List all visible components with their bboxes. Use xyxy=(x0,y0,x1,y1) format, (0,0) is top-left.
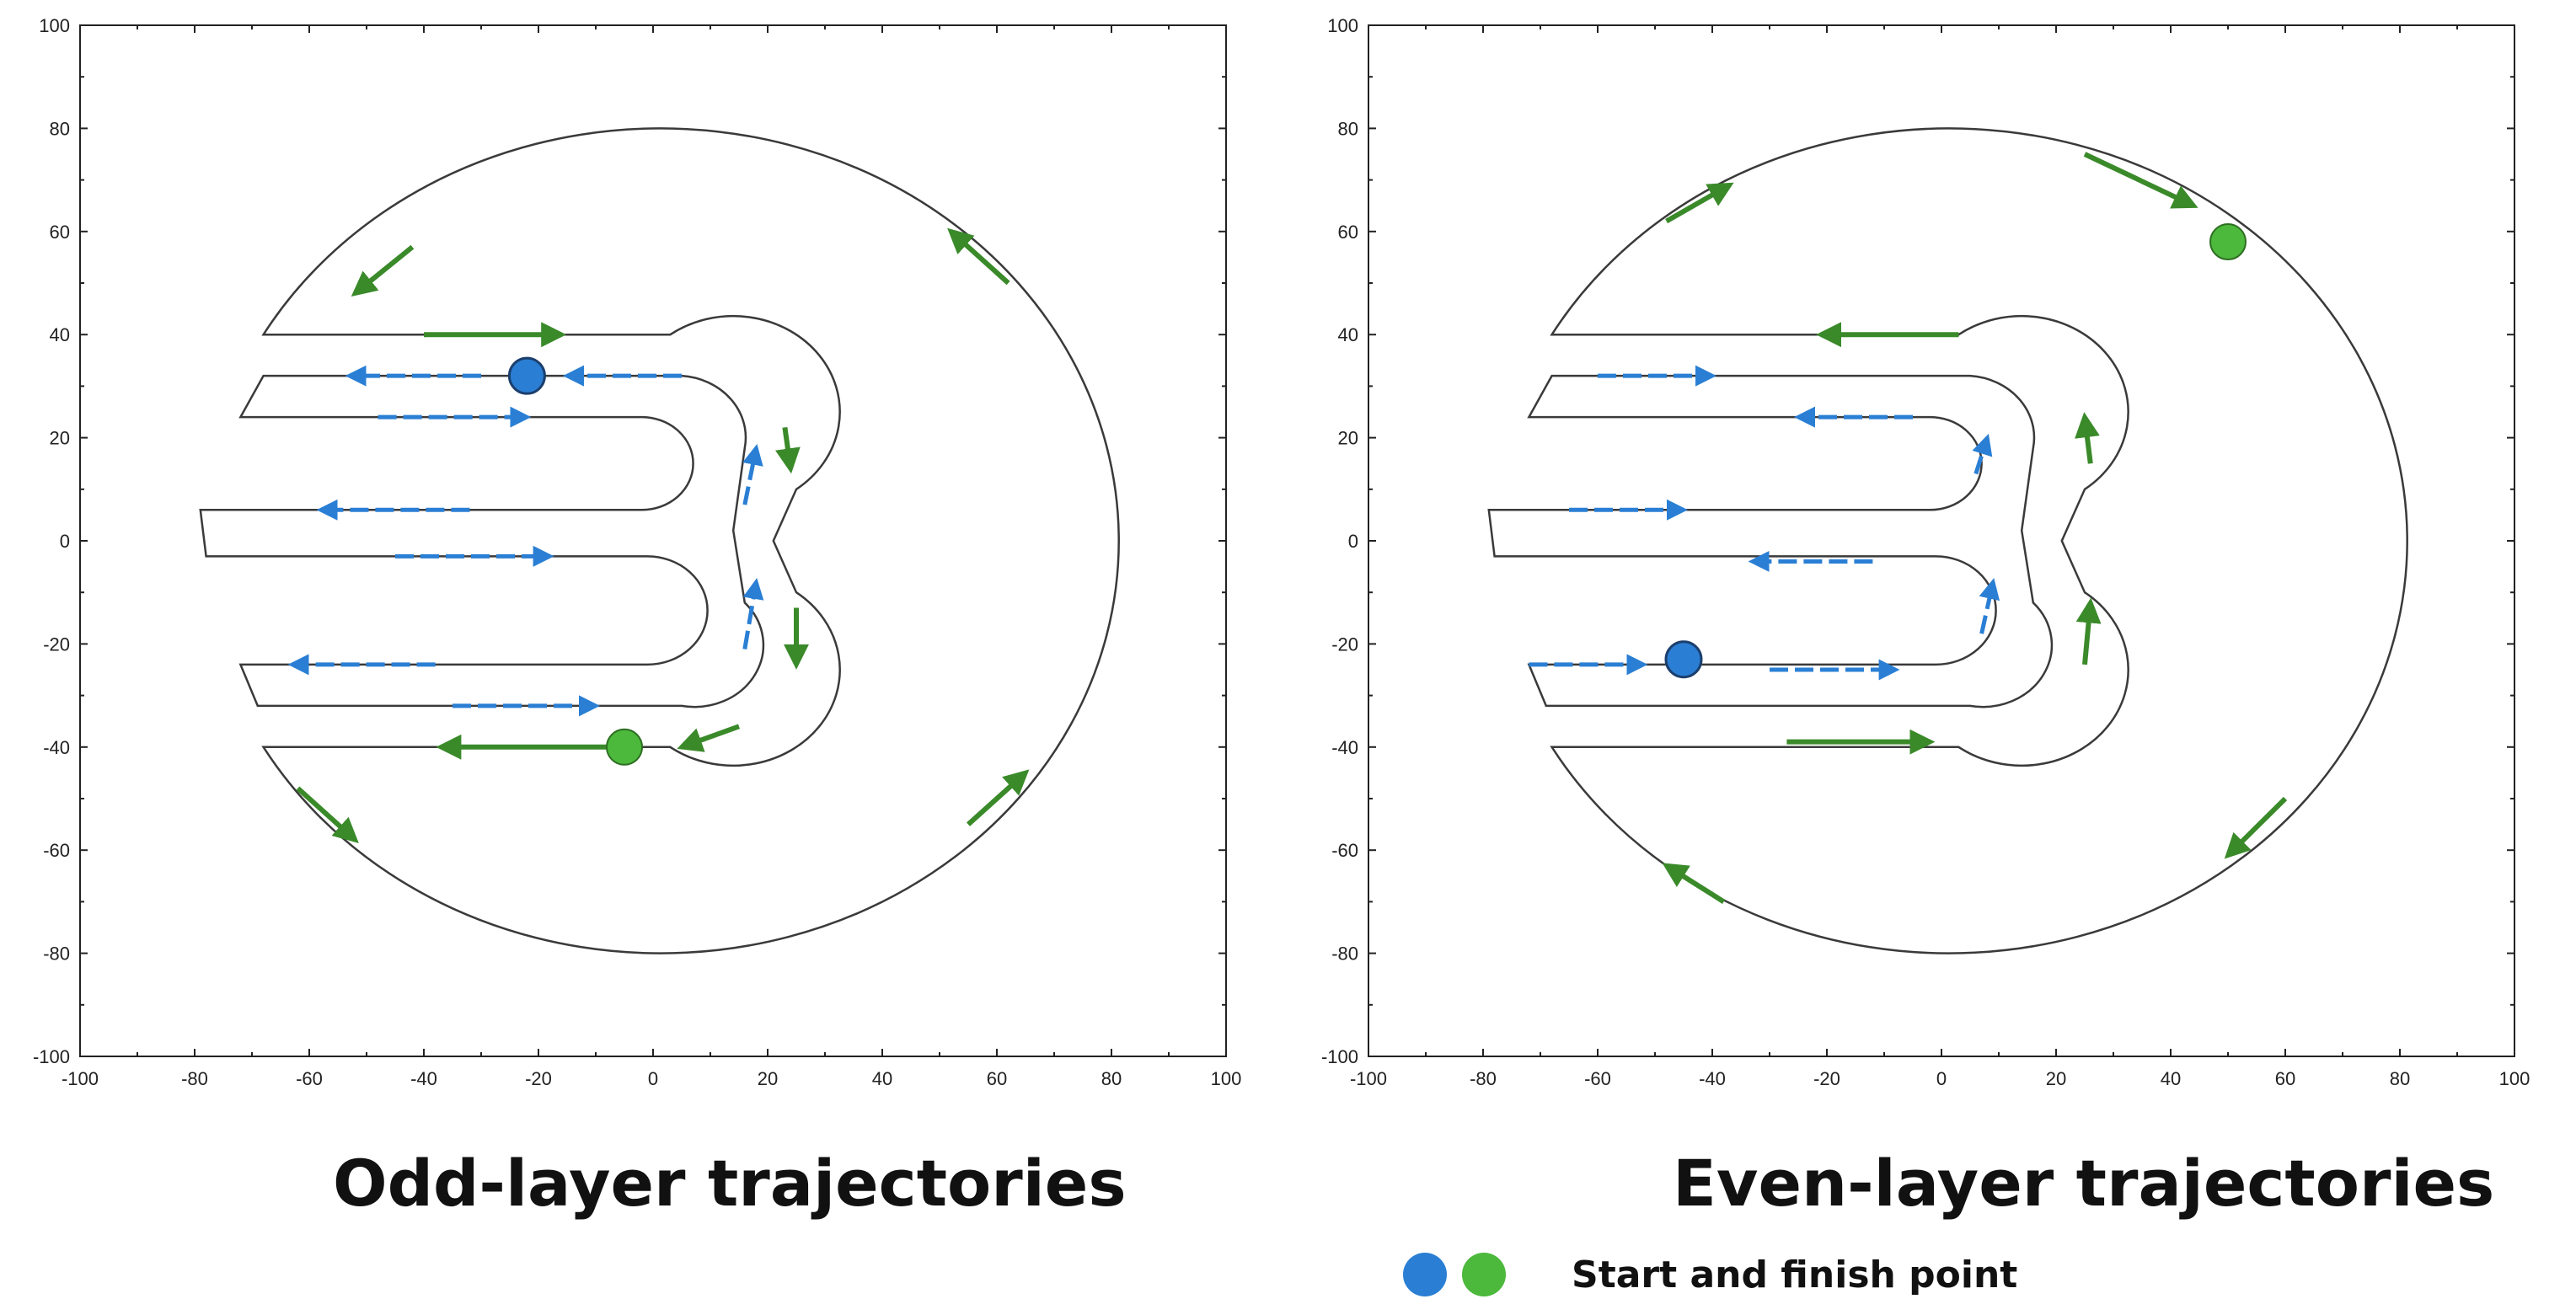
y-tick-label: -40 xyxy=(43,737,70,758)
y-tick-label: 40 xyxy=(50,324,70,345)
x-tick-label: -40 xyxy=(1699,1068,1726,1089)
odd-layer-caption: Odd-layer trajectories xyxy=(333,1146,1127,1221)
even-layer-caption: Even-layer trajectories xyxy=(1673,1146,2495,1221)
green-trajectory-arrow xyxy=(296,786,359,843)
plot-frame xyxy=(79,24,1227,1057)
green-trajectory-arrow xyxy=(2083,152,2198,209)
part-outline xyxy=(261,127,1120,954)
x-tick-label: 20 xyxy=(2046,1068,2066,1089)
y-tick-label: 100 xyxy=(1327,15,1358,36)
finish-point-marker xyxy=(606,728,643,766)
green-trajectory-arrow xyxy=(351,244,415,297)
green-trajectory-arrow xyxy=(1665,182,1734,224)
odd-layer-plot-canvas: -100 -80 -60 -40 -20 0 20 40 60 80 100 100 80 60 40 20 0… xyxy=(33,15,1242,1089)
y-tick-label: -40 xyxy=(1331,737,1358,758)
y-tick-label: 0 xyxy=(1348,531,1358,552)
blue-trajectory-arrow xyxy=(1972,433,1993,475)
x-tick-label: -40 xyxy=(410,1068,437,1089)
start-point-marker xyxy=(1664,640,1703,679)
green-trajectory-arrow xyxy=(2075,412,2100,464)
green-trajectory-arrow xyxy=(966,769,1030,826)
y-tick-label: 20 xyxy=(1338,428,1358,449)
x-tick-label: 40 xyxy=(2161,1068,2181,1089)
y-tick-label: -100 xyxy=(1321,1046,1358,1067)
x-tick-label: 40 xyxy=(872,1068,892,1089)
y-tick-label: 60 xyxy=(1338,222,1358,243)
odd-layer-plot: -100 -80 -60 -40 -20 0 20 40 60 80 100 100 80 60 40 20 0… xyxy=(0,0,1288,1095)
green-trajectory-arrow xyxy=(2075,597,2102,666)
y-tick-label: -60 xyxy=(43,840,70,861)
x-tick-label: 60 xyxy=(2275,1068,2295,1089)
y-tick-label: 80 xyxy=(1338,118,1358,139)
x-tick-label: 0 xyxy=(1936,1068,1947,1089)
green-trajectory-arrow xyxy=(2224,796,2288,859)
x-tick-label: -60 xyxy=(296,1068,323,1089)
x-tick-label: 20 xyxy=(758,1068,778,1089)
even-layer-plot: -100 -80 -60 -40 -20 0 20 40 60 80 100 100 80 60 40 20 0… xyxy=(1288,0,2576,1095)
green-trajectory-arrow xyxy=(677,724,741,752)
legend: Start and finish point xyxy=(1403,1245,2017,1304)
x-tick-label: -20 xyxy=(1813,1068,1840,1089)
start-point-icon xyxy=(1403,1253,1447,1296)
y-tick-label: -80 xyxy=(1331,943,1358,965)
y-tick-label: -20 xyxy=(1331,633,1358,655)
x-tick-label: -100 xyxy=(1350,1068,1387,1089)
x-tick-label: -80 xyxy=(1470,1068,1497,1089)
x-tick-label: 60 xyxy=(987,1068,1007,1089)
green-trajectory-arrow xyxy=(947,227,1010,286)
x-tick-label: 100 xyxy=(2499,1068,2530,1089)
y-tick-label: 0 xyxy=(60,531,70,552)
part-outline xyxy=(1550,127,2408,954)
y-tick-label: 40 xyxy=(1338,324,1358,345)
even-layer-plot-canvas: -100 -80 -60 -40 -20 0 20 40 60 80 100 100 80 60 40 20 0… xyxy=(1321,15,2530,1089)
legend-label: Start and finish point xyxy=(1572,1253,2018,1296)
y-tick-label: -20 xyxy=(43,633,70,655)
finish-point-marker xyxy=(2209,223,2247,261)
x-tick-label: -80 xyxy=(181,1068,208,1089)
y-tick-label: -60 xyxy=(1331,840,1358,861)
x-tick-label: 0 xyxy=(648,1068,658,1089)
y-tick-label: 20 xyxy=(50,428,70,449)
x-tick-label: 80 xyxy=(2390,1068,2410,1089)
blue-trajectory-arrow xyxy=(742,443,763,505)
x-tick-label: 100 xyxy=(1211,1068,1242,1089)
start-point-marker xyxy=(507,356,546,395)
x-tick-label: -60 xyxy=(1584,1068,1611,1089)
y-tick-label: 100 xyxy=(39,15,70,36)
inner-slots-outline xyxy=(199,374,765,708)
blue-trajectory-arrow xyxy=(742,578,764,649)
y-tick-label: -80 xyxy=(43,943,70,965)
inner-slots-outline xyxy=(1487,374,2054,708)
blue-trajectory-arrow xyxy=(1979,578,2000,634)
x-tick-label: -100 xyxy=(62,1068,99,1089)
plot-frame xyxy=(1368,24,2515,1057)
x-tick-label: -20 xyxy=(525,1068,552,1089)
green-trajectory-arrow xyxy=(775,426,801,474)
green-trajectory-arrow xyxy=(1662,863,1726,904)
finish-point-icon xyxy=(1462,1253,1506,1296)
y-tick-label: 60 xyxy=(50,222,70,243)
y-tick-label: 80 xyxy=(50,118,70,139)
y-tick-label: -100 xyxy=(33,1046,70,1067)
x-tick-label: 80 xyxy=(1101,1068,1122,1089)
